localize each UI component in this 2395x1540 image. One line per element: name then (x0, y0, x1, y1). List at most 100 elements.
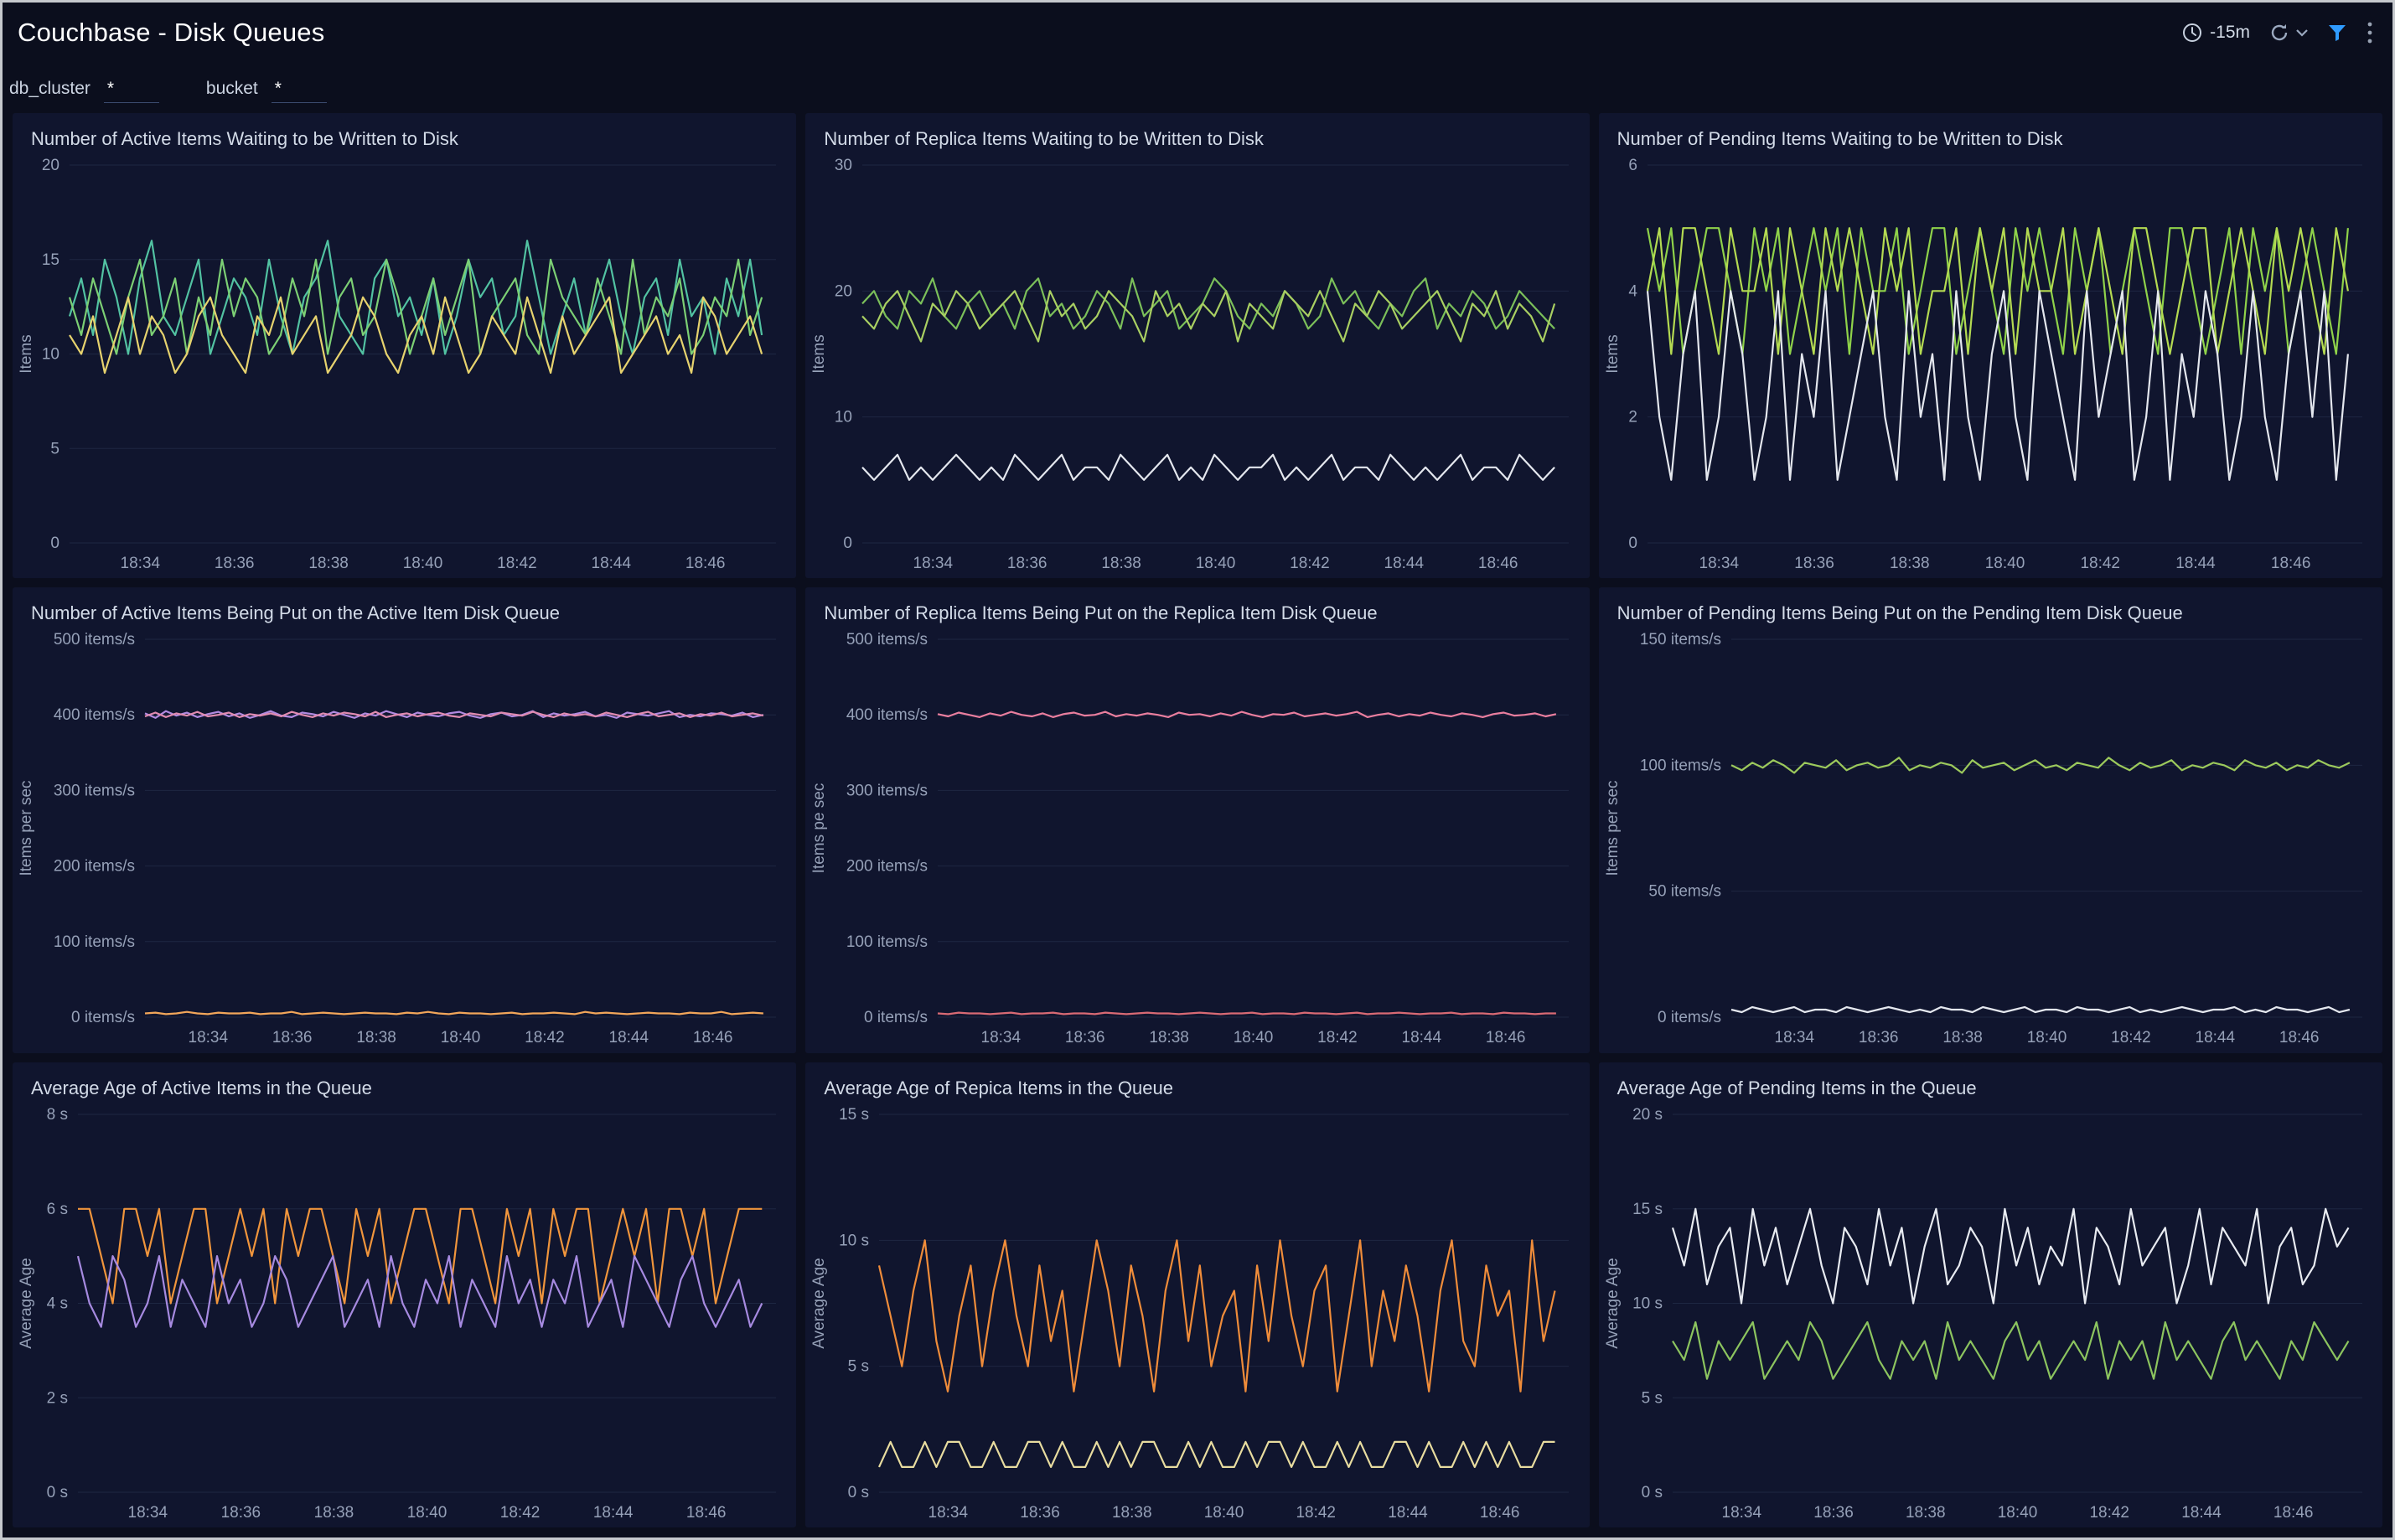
y-tick-label: 0 s (848, 1484, 869, 1501)
chart-canvas[interactable]: 0 2 4 6 18:34 18:36 18:38 18:40 18:42 18:44 18:46 I… (1599, 152, 2382, 578)
y-tick-label: 15 s (1632, 1200, 1663, 1217)
panel-title[interactable]: Number of Replica Items Waiting to be Wr… (824, 128, 1264, 149)
y-tick-label: 0 (50, 535, 59, 552)
clock-icon (2183, 23, 2202, 42)
y-tick-label: 8 s (47, 1106, 68, 1124)
x-tick-label: 18:42 (500, 1504, 541, 1522)
y-tick-label: 100 items/s (54, 933, 135, 951)
y-tick-label: 0 items/s (864, 1009, 928, 1026)
panel-5: Number of Replica Items Being Put on the… (805, 587, 1590, 1053)
y-tick-label: 100 items/s (846, 933, 928, 951)
panel-title[interactable]: Number of Replica Items Being Put on the… (824, 602, 1378, 624)
x-tick-label: 18:34 (189, 1029, 229, 1046)
chart[interactable]: 0 items/s 100 items/s 200 items/s 300 items… (805, 626, 1589, 1052)
variable-label: bucket (205, 79, 258, 98)
x-tick-label: 18:46 (693, 1029, 733, 1046)
chart[interactable]: 0 s 2 s 4 s 6 s 8 s 18:34 18:36 18:38 18:40 18:42… (13, 1101, 796, 1527)
series-s2 (1671, 1320, 2350, 1380)
y-tick-label: 0 items/s (71, 1009, 135, 1026)
x-tick-label: 18:38 (356, 1029, 396, 1046)
panel-title[interactable]: Average Age of Active Items in the Queue (31, 1077, 372, 1098)
y-tick-label: 150 items/s (1640, 631, 1721, 649)
x-tick-label: 18:46 (1478, 555, 1518, 572)
x-tick-label: 18:38 (1890, 555, 1930, 572)
panel-title[interactable]: Number of Active Items Being Put on the … (31, 602, 560, 624)
y-tick-label: 400 items/s (846, 707, 928, 725)
y-axis-label: Average Age (18, 1258, 35, 1348)
chart-canvas[interactable]: 0 items/s 50 items/s 100 items/s 150 items/… (1599, 626, 2382, 1052)
series-s1 (878, 1238, 1556, 1393)
filter-icon[interactable] (2327, 23, 2347, 43)
x-tick-label: 18:44 (1384, 555, 1425, 572)
y-tick-label: 10 s (1632, 1295, 1663, 1312)
chart[interactable]: 0 items/s 50 items/s 100 items/s 150 items/… (1599, 626, 2382, 1052)
x-tick-label: 18:42 (2111, 1029, 2151, 1046)
panel-2: Number of Replica Items Waiting to be Wr… (805, 113, 1590, 579)
y-tick-label: 0 s (47, 1484, 68, 1501)
chart-canvas[interactable]: 0 s 5 s 10 s 15 s 18:34 18:36 18:38 18:40 18:42 1… (805, 1101, 1589, 1527)
y-axis-label: Average Age (1604, 1258, 1622, 1348)
y-tick-label: 10 (835, 409, 852, 426)
refresh-button[interactable] (2268, 22, 2309, 44)
panel-title[interactable]: Number of Pending Items Waiting to be Wr… (1616, 128, 2063, 149)
series-s2 (878, 1440, 1555, 1468)
series-s2 (861, 290, 1556, 343)
time-range-picker[interactable]: -15m (2181, 22, 2250, 44)
x-tick-label: 18:40 (1234, 1029, 1274, 1046)
panel-title[interactable]: Number of Pending Items Being Put on the… (1616, 602, 2183, 624)
chart-canvas[interactable]: 0 items/s 100 items/s 200 items/s 300 items… (805, 626, 1589, 1052)
y-axis-label: Items pe sec (810, 783, 828, 874)
y-axis-label: Average Age (810, 1258, 828, 1348)
chart[interactable]: 0 10 20 30 18:34 18:36 18:38 18:40 18:42 18:44 18:… (805, 152, 1589, 578)
y-tick-label: 50 items/s (1648, 883, 1721, 901)
y-tick-label: 4 s (47, 1295, 68, 1312)
x-tick-label: 18:40 (1196, 555, 1236, 572)
chart[interactable]: 0 2 4 6 18:34 18:36 18:38 18:40 18:42 18:44 18:46 I… (1599, 152, 2382, 578)
y-tick-label: 6 (1628, 157, 1637, 174)
x-tick-label: 18:36 (1859, 1029, 1899, 1046)
chart[interactable]: 0 5 10 15 20 18:34 18:36 18:38 18:40 18:42 18:44 18… (13, 152, 796, 578)
y-tick-label: 0 (1628, 535, 1637, 552)
x-tick-label: 18:42 (1296, 1504, 1337, 1522)
x-tick-label: 18:42 (1290, 555, 1330, 572)
x-tick-label: 18:40 (1204, 1504, 1244, 1522)
header-actions: -15m (2181, 20, 2374, 45)
series-s1 (78, 1207, 763, 1305)
y-tick-label: 300 items/s (846, 783, 928, 800)
x-tick-label: 18:34 (929, 1504, 969, 1522)
bucket-input[interactable]: * (271, 79, 327, 103)
chart-canvas[interactable]: 0 items/s 100 items/s 200 items/s 300 items… (13, 626, 796, 1052)
x-tick-label: 18:36 (1021, 1504, 1061, 1522)
series-s1 (861, 277, 1556, 330)
x-tick-label: 18:46 (686, 1504, 727, 1522)
y-tick-label: 500 items/s (54, 631, 135, 649)
panel-grid: Number of Active Items Waiting to be Wri… (3, 110, 2392, 1537)
kebab-menu-icon[interactable] (2366, 20, 2374, 45)
y-tick-label: 5 (50, 440, 59, 457)
chart[interactable]: 0 items/s 100 items/s 200 items/s 300 items… (13, 626, 796, 1052)
series-s1 (144, 710, 764, 720)
refresh-icon (2271, 24, 2288, 41)
y-tick-label: 30 (835, 157, 852, 174)
panel-title[interactable]: Average Age of Repica Items in the Queue (824, 1077, 1173, 1098)
panel-title[interactable]: Average Age of Pending Items in the Queu… (1616, 1077, 1977, 1098)
chart-canvas[interactable]: 0 s 5 s 10 s 15 s 20 s 18:34 18:36 18:38 18:40 18… (1599, 1101, 2382, 1527)
chart-canvas[interactable]: 0 5 10 15 20 18:34 18:36 18:38 18:40 18:42 18:44 18… (13, 152, 796, 578)
chart-canvas[interactable]: 0 10 20 30 18:34 18:36 18:38 18:40 18:42 18:44 18:… (805, 152, 1589, 578)
chart[interactable]: 0 s 5 s 10 s 15 s 20 s 18:34 18:36 18:38 18:40 18… (1599, 1101, 2382, 1527)
x-tick-label: 18:44 (2195, 1029, 2235, 1046)
variable-label: db_cluster (9, 79, 91, 98)
series-s2 (1646, 227, 2349, 355)
x-tick-label: 18:40 (1997, 1504, 2037, 1522)
x-tick-label: 18:36 (1794, 555, 1834, 572)
x-tick-label: 18:44 (2175, 555, 2216, 572)
x-tick-label: 18:38 (314, 1504, 354, 1522)
panel-title[interactable]: Number of Active Items Waiting to be Wri… (31, 128, 458, 149)
x-tick-label: 18:46 (1480, 1504, 1520, 1522)
chart-canvas[interactable]: 0 s 2 s 4 s 6 s 8 s 18:34 18:36 18:38 18:40 18:42… (13, 1101, 796, 1527)
db-cluster-input[interactable]: * (103, 79, 159, 103)
panel-3: Number of Pending Items Waiting to be Wr… (1598, 113, 2382, 579)
chart[interactable]: 0 s 5 s 10 s 15 s 18:34 18:36 18:38 18:40 18:42 1… (805, 1101, 1589, 1527)
y-tick-label: 20 (835, 282, 852, 300)
